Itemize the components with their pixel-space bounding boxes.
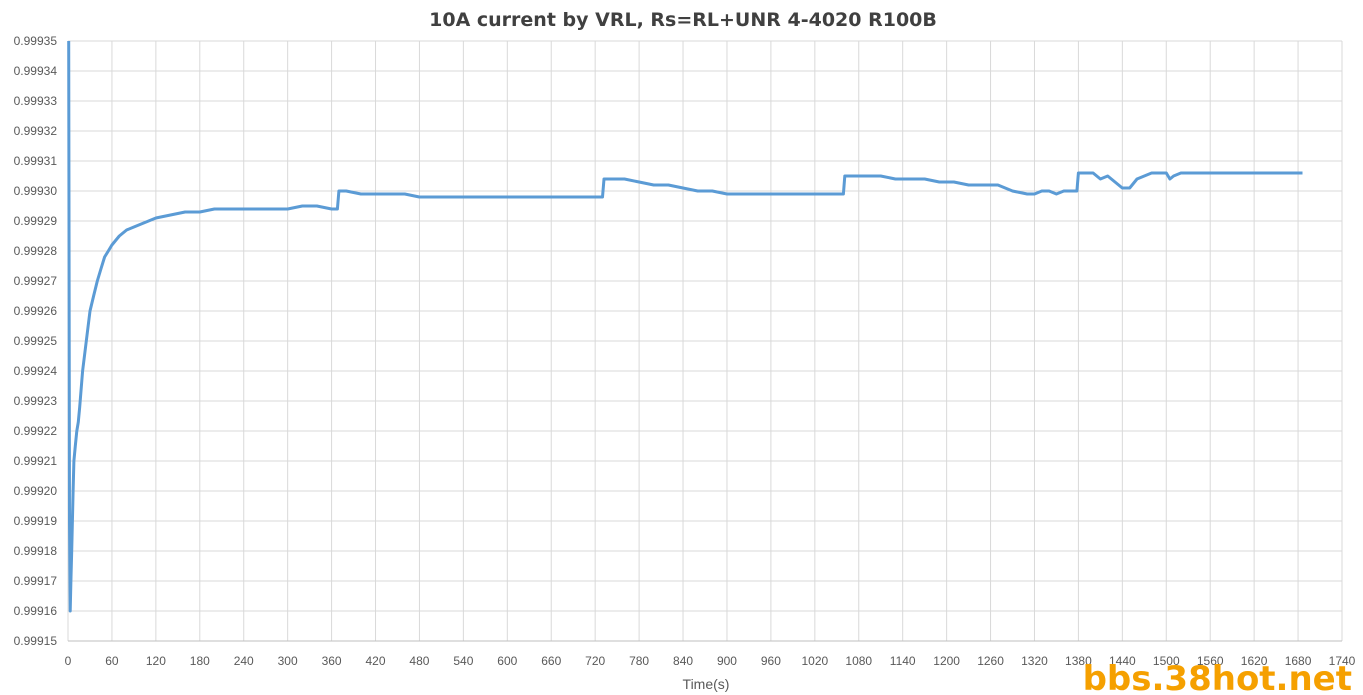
x-tick-label: 300 bbox=[278, 654, 298, 668]
y-tick-label: 0.99931 bbox=[14, 154, 58, 168]
y-axis-ticks: 0.99915 0.99916 0.99917 0.99918 0.99919 0.999… bbox=[14, 34, 58, 648]
y-tick-label: 0.99922 bbox=[14, 424, 58, 438]
x-tick-label: 1020 bbox=[801, 654, 828, 668]
y-tick-label: 0.99925 bbox=[14, 334, 58, 348]
x-tick-label: 780 bbox=[629, 654, 649, 668]
y-tick-label: 0.99923 bbox=[14, 394, 58, 408]
y-tick-label: 0.99927 bbox=[14, 274, 58, 288]
x-tick-label: 600 bbox=[497, 654, 517, 668]
x-tick-label: 1080 bbox=[845, 654, 872, 668]
y-tick-label: 0.99930 bbox=[14, 184, 58, 198]
x-tick-label: 1140 bbox=[890, 654, 916, 668]
x-tick-label: 1260 bbox=[977, 654, 1004, 668]
y-tick-label: 0.99926 bbox=[14, 304, 58, 318]
x-tick-label: 180 bbox=[190, 654, 210, 668]
x-tick-label: 1200 bbox=[933, 654, 960, 668]
x-tick-label: 360 bbox=[322, 654, 342, 668]
x-tick-label: 1440 bbox=[1109, 654, 1136, 668]
gridlines bbox=[67, 40, 1343, 642]
y-tick-label: 0.99919 bbox=[14, 514, 58, 528]
y-tick-label: 0.99929 bbox=[14, 214, 58, 228]
x-tick-label: 480 bbox=[409, 654, 429, 668]
x-tick-label: 0 bbox=[65, 654, 72, 668]
x-tick-label: 900 bbox=[717, 654, 737, 668]
y-tick-label: 0.99918 bbox=[14, 544, 58, 558]
x-tick-label: 1620 bbox=[1241, 654, 1268, 668]
chart-title: 10A current by VRL, Rs=RL+UNR 4-4020 R10… bbox=[429, 9, 937, 31]
y-tick-label: 0.99917 bbox=[14, 574, 58, 588]
x-axis-ticks: 0 60 120 180 240 300 360 420 480 540 600 660 720 780 8… bbox=[65, 654, 1356, 668]
x-tick-label: 540 bbox=[453, 654, 473, 668]
y-tick-label: 0.99916 bbox=[14, 604, 58, 618]
x-tick-label: 960 bbox=[761, 654, 781, 668]
x-tick-label: 1500 bbox=[1153, 654, 1180, 668]
y-tick-label: 0.99924 bbox=[14, 364, 58, 378]
x-axis-label: Time(s) bbox=[683, 676, 730, 692]
y-tick-label: 0.99915 bbox=[14, 634, 58, 648]
x-tick-label: 660 bbox=[541, 654, 561, 668]
y-tick-label: 0.99928 bbox=[14, 244, 58, 258]
x-tick-label: 720 bbox=[585, 654, 605, 668]
x-tick-label: 1740 bbox=[1329, 654, 1356, 668]
y-tick-label: 0.99933 bbox=[14, 94, 58, 108]
x-tick-label: 1680 bbox=[1285, 654, 1312, 668]
y-tick-label: 0.99935 bbox=[14, 34, 58, 48]
x-tick-label: 420 bbox=[366, 654, 386, 668]
x-tick-label: 120 bbox=[146, 654, 166, 668]
x-tick-label: 240 bbox=[234, 654, 254, 668]
x-tick-label: 1380 bbox=[1065, 654, 1092, 668]
y-tick-label: 0.99934 bbox=[14, 64, 58, 78]
watermark: bbs.38hot.net bbox=[1083, 659, 1352, 695]
y-tick-label: 0.99920 bbox=[14, 484, 58, 498]
y-tick-label: 0.99932 bbox=[14, 124, 58, 138]
series-line bbox=[67, 40, 1303, 613]
x-tick-label: 840 bbox=[673, 654, 693, 668]
x-tick-label: 60 bbox=[105, 654, 119, 668]
x-tick-label: 1560 bbox=[1197, 654, 1224, 668]
y-tick-label: 0.99921 bbox=[14, 454, 58, 468]
x-tick-label: 1320 bbox=[1021, 654, 1048, 668]
